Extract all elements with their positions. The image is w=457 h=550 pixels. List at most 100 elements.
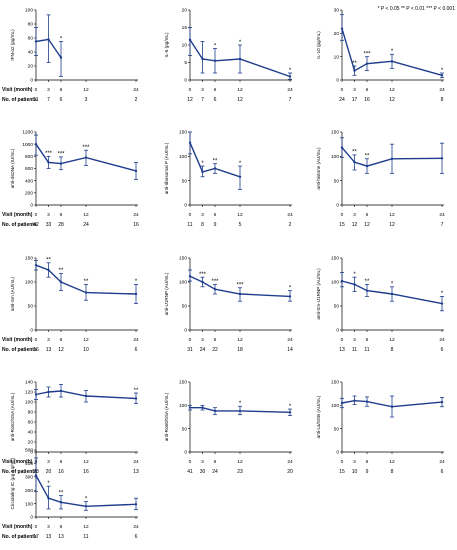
x-tick-label: 3	[47, 212, 50, 218]
x-tick-label: 0	[189, 459, 192, 465]
y-tick-label: 150	[179, 256, 187, 262]
significance-marker: **	[365, 279, 370, 285]
y-tick-label: 0	[30, 450, 33, 456]
data-point	[188, 141, 192, 144]
chart-panel: 0 50 100 150 anti-Ro60/SSA (AU/mL) 0 3 6 12 24 41 3…	[164, 380, 293, 475]
y-tick-label: 100	[179, 154, 187, 160]
patient-count: 8	[201, 222, 204, 228]
patient-count: 7	[289, 97, 292, 103]
significance-marker: *	[239, 40, 242, 46]
patient-count: 6	[60, 97, 63, 103]
patient-count: 11	[33, 97, 38, 103]
x-tick-label: 6	[366, 212, 369, 218]
patient-count: 2	[135, 97, 138, 103]
significance-marker: **	[84, 279, 89, 285]
x-tick-label: 0	[341, 212, 344, 218]
significance-marker: ***	[82, 145, 90, 151]
y-axis-label: IL-10 (pg/mL)	[316, 31, 321, 59]
significance-marker: **	[134, 388, 139, 394]
x-tick-label: 3	[47, 87, 50, 93]
significance-marker: **	[59, 490, 64, 496]
patient-count: 16	[133, 222, 139, 228]
patient-count: 6	[135, 534, 138, 540]
y-tick-label: 800	[25, 154, 33, 160]
patient-count: 16	[58, 469, 64, 475]
y-tick-label: 150	[331, 130, 339, 136]
significance-marker: ***	[57, 152, 65, 158]
patient-count: 12	[389, 97, 395, 103]
series-line	[189, 142, 241, 178]
patient-count: 5	[239, 222, 242, 228]
chart-panel: 0 50 100 150 anti-Sm-U1RNP (AU/mL) 0 3 6 12 24 13 1…	[316, 256, 445, 353]
y-tick-label: 0	[30, 78, 33, 84]
significance-marker: *	[289, 68, 292, 74]
patients-count-label: No. of patients	[2, 469, 37, 475]
significance-marker: *	[239, 161, 242, 167]
y-tick-label: 80	[28, 22, 34, 28]
patient-count: 6	[214, 97, 217, 103]
patient-count: 12	[237, 97, 243, 103]
y-tick-label: 1000	[22, 142, 33, 148]
data-point	[440, 74, 444, 77]
patient-count: 10	[352, 469, 358, 475]
patient-count: 15	[339, 222, 345, 228]
x-tick-label: 6	[60, 212, 63, 218]
y-tick-label: 30	[334, 8, 340, 14]
data-point	[188, 275, 192, 278]
data-point	[59, 389, 63, 393]
data-point	[238, 409, 242, 413]
patient-count: 6	[135, 347, 138, 353]
significance-marker: *	[201, 161, 204, 167]
x-tick-label: 0	[189, 212, 192, 218]
data-point	[201, 280, 204, 284]
x-tick-label: 24	[287, 87, 293, 93]
y-tick-label: 150	[25, 256, 33, 262]
significance-marker: *	[391, 282, 394, 288]
data-point	[47, 268, 50, 272]
y-tick-label: 100	[179, 280, 187, 286]
patient-count: 9	[214, 222, 217, 228]
data-point	[59, 501, 63, 504]
data-point	[340, 279, 344, 283]
x-tick-label: 6	[214, 87, 217, 93]
x-tick-label: 12	[237, 212, 243, 218]
data-point	[134, 503, 138, 506]
y-tick-label: 600	[25, 166, 33, 172]
data-point	[84, 394, 88, 398]
y-tick-label: 10	[334, 54, 340, 60]
chart-panel: 0 50 100 150 anti-histone (AU/mL) 0 3 6 12 24 15 12…	[316, 130, 445, 228]
y-tick-label: 0	[30, 515, 33, 521]
x-tick-label: 24	[287, 212, 293, 218]
x-tick-label: 12	[83, 87, 89, 93]
x-tick-label: 24	[439, 459, 445, 465]
data-point	[288, 411, 292, 414]
y-tick-label: 150	[179, 130, 187, 136]
y-tick-label: 300	[25, 475, 33, 481]
patient-count: 41	[187, 469, 193, 475]
y-tick-label: 100	[25, 8, 33, 14]
patient-count: 11	[364, 347, 369, 353]
y-axis-label: anti-La/SSB (AU/mL)	[316, 395, 321, 438]
y-tick-label: 40	[28, 50, 34, 56]
y-tick-label: 5	[184, 60, 187, 66]
y-tick-label: 150	[179, 380, 187, 386]
data-point	[47, 497, 50, 500]
patient-count: 6	[441, 469, 444, 475]
patient-count: 14	[287, 347, 293, 353]
x-tick-label: 6	[366, 459, 369, 465]
data-point	[440, 302, 444, 305]
visit-month-label: Visit (month)	[2, 337, 33, 343]
y-axis-label: anti-Sm-U1RNP (AU/mL)	[316, 268, 321, 320]
significance-marker: **	[46, 258, 51, 264]
patient-count: 13	[133, 469, 139, 475]
chart-panel: 0 20 40 60 80 100 IFN-α2 (pg/mL) 0 3 6 12 24 Visit (…	[2, 8, 139, 103]
patient-count: 24	[339, 97, 345, 103]
x-tick-label: 12	[83, 212, 89, 218]
x-tick-label: 12	[83, 337, 89, 343]
patient-count: 33	[46, 222, 52, 228]
significance-marker: ***	[236, 283, 244, 289]
y-tick-label: 50	[334, 178, 340, 184]
y-tick-label: 15	[182, 25, 188, 31]
significance-marker: **	[352, 150, 357, 156]
x-tick-label: 0	[341, 337, 344, 343]
